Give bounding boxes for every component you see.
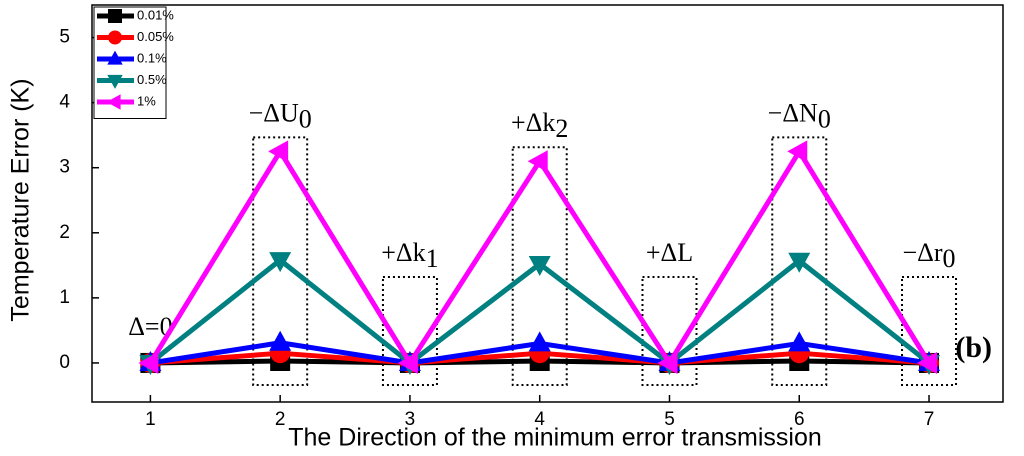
marker [269,252,292,273]
y-tick-label: 1 [59,287,70,308]
x-tick-label: 4 [534,409,545,430]
annotation: −ΔU0 [249,98,312,133]
y-tick-label: 0 [59,352,70,373]
annotation-sub: 0 [943,244,956,273]
x-axis-title: The Direction of the minimum error trans… [288,424,822,452]
annotation-box [641,275,698,386]
annotation-box [252,136,309,386]
annotation-sub: 0 [299,104,312,133]
annotation-box [901,275,958,386]
marker [268,140,289,163]
marker [107,50,123,65]
x-tick-label: 5 [664,409,675,430]
x-tick-label: 6 [794,409,805,430]
annotation: +ΔL [646,238,693,267]
plot-frame [91,4,1004,403]
legend-label: 0.01% [137,7,174,22]
annotation-box [381,275,438,386]
annotation-text: +ΔL [646,238,693,267]
annotation-text: −ΔU [249,98,299,127]
annotation-text: −Δr [903,238,943,267]
legend-label: 0.1% [137,50,167,65]
annotation-text: −ΔN [768,98,818,127]
marker [106,94,121,110]
panel-label: (b) [955,331,992,364]
x-tick-label: 1 [145,409,156,430]
annotation-box [771,136,828,386]
annotation: +Δk1 [381,238,438,273]
marker [528,331,551,352]
y-tick-label: 2 [59,222,70,243]
y-axis-title: Temperature Error (K) [7,78,35,321]
annotation-text: +Δk [511,108,555,137]
marker [657,351,678,374]
y-tick-label: 5 [59,27,70,48]
annotation: −Δr0 [903,238,956,273]
legend-label: 1% [137,93,156,108]
annotation-text: +Δk [381,238,425,267]
y-tick-label: 3 [59,157,70,178]
marker [527,150,548,173]
marker [917,351,938,374]
marker [397,351,418,374]
x-tick-label: 3 [405,409,416,430]
x-tick-label: 2 [275,409,286,430]
annotation-sub: 1 [426,244,439,273]
annotation: +Δk2 [511,108,568,143]
y-tick-label: 4 [59,92,70,113]
annotation-box [511,146,568,386]
annotation-sub: 2 [555,114,568,143]
marker [108,9,122,23]
marker [787,140,808,163]
legend-label: 0.5% [137,72,167,87]
annotation: −ΔN0 [768,98,831,133]
x-tick-label: 7 [924,409,935,430]
marker [108,30,122,45]
marker [138,351,159,374]
marker [788,252,811,273]
marker [528,256,551,277]
marker [269,330,292,351]
legend-label: 0.05% [137,29,174,44]
annotation-sub: 0 [818,104,831,133]
marker [788,331,811,352]
marker [107,74,123,89]
